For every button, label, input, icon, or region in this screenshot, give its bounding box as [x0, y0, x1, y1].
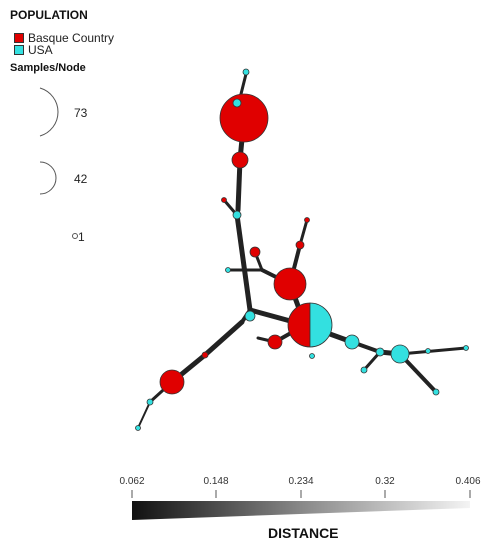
node-mixed-basque [287, 302, 311, 348]
legend-item-basque: Basque Country [14, 32, 114, 44]
size-label-73: 73 [74, 106, 88, 120]
tick-label: 0.32 [375, 476, 395, 487]
node-usa [344, 334, 360, 350]
node-usa [360, 366, 368, 374]
node-usa [309, 353, 315, 359]
tick-label: 0.234 [288, 476, 314, 487]
tick-label: 0.406 [455, 476, 481, 487]
legend-item-usa: USA [14, 44, 53, 56]
size-label-42: 42 [74, 172, 88, 186]
node-usa [135, 425, 141, 431]
node-basque [201, 351, 209, 359]
node-usa [232, 210, 242, 220]
tick-label: 0.148 [203, 476, 229, 487]
node-usa [375, 347, 385, 357]
node-usa [432, 388, 440, 396]
node-basque [304, 217, 310, 223]
edge [137, 401, 151, 429]
node-basque [267, 334, 283, 350]
node-usa [232, 98, 242, 108]
samples-node-title: Samples/Node [10, 62, 86, 74]
node-basque [231, 151, 249, 169]
size-legend-arc-73 [39, 87, 59, 137]
node-basque-73 [219, 93, 269, 143]
distance-gradient-bar [132, 501, 470, 520]
node-usa [225, 267, 231, 273]
legend-label-basque: Basque Country [28, 31, 115, 45]
size-legend-arc-42 [39, 161, 57, 195]
node-basque [221, 197, 227, 203]
network-nodes [135, 68, 469, 431]
node-mixed-usa [309, 302, 333, 348]
node-basque [159, 369, 185, 395]
edge [234, 212, 253, 313]
edge [398, 346, 468, 356]
edge [222, 198, 238, 216]
node-usa [244, 310, 256, 322]
node-usa [390, 344, 410, 364]
node-usa [242, 68, 250, 76]
legend-title: POPULATION [10, 8, 88, 22]
node-usa [146, 398, 154, 406]
basque-swatch [14, 33, 24, 43]
node-basque [249, 246, 261, 258]
usa-swatch [14, 45, 24, 55]
node-basque [295, 240, 305, 250]
edge [202, 319, 245, 358]
legend-label-usa: USA [28, 43, 53, 57]
tick-label: 0.062 [119, 476, 145, 487]
size-label-1: 1 [78, 230, 85, 244]
distance-title: DISTANCE [268, 525, 339, 541]
node-usa [425, 348, 431, 354]
node-usa [463, 345, 469, 351]
node-basque-42 [273, 267, 307, 301]
size-legend-circle-1 [72, 233, 78, 239]
